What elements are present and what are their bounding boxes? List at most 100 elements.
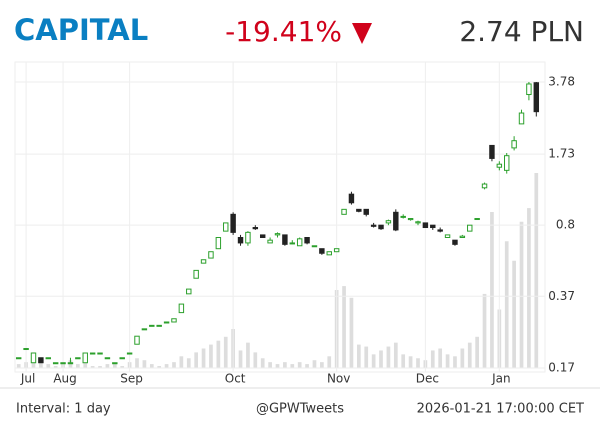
candle-body [489,144,495,159]
candle-body [511,140,517,149]
volume-bar [76,364,80,368]
volume-bar [246,342,250,368]
candle-body [333,248,340,253]
candle-body [415,221,421,224]
x-tick-label: Dec [416,372,439,386]
candle-body [171,318,177,323]
candle-body [149,324,155,327]
volume-bar [519,221,524,368]
volume-bar [408,356,413,368]
volume-bar [379,350,383,368]
volume-bar [364,346,369,368]
x-tick-label: Jan [491,372,511,386]
candle-body [474,218,480,221]
candle-body [296,238,303,247]
volume-bar [445,354,450,368]
volume-bar [112,364,117,368]
candle-body [311,245,318,248]
volume-bar [98,366,102,368]
candle-body [274,233,281,236]
candle-body [430,224,436,229]
candle-body [533,82,540,113]
candle-body [45,357,51,360]
volume-bar [453,356,457,368]
candle-body [134,335,140,345]
candle-body [289,242,296,245]
candle-body [326,251,332,256]
volume-bar [53,366,58,368]
timestamp: 2026-01-21 17:00:00 CET [417,402,584,417]
volume-bar [135,358,139,368]
volume-bar [490,212,494,368]
candle-body [282,234,288,245]
volume-bar [527,208,531,368]
candle-body [82,352,88,364]
volume-bar [386,346,391,368]
volume-bar [105,364,110,368]
volume-bar [356,344,361,368]
volume-bar [349,297,354,368]
y-tick-label: 0.17 [548,361,575,375]
volume-bar [157,366,162,368]
candle-body [52,362,59,365]
volume-bar [90,366,95,368]
interval: Interval: 1 day [16,402,111,417]
y-tick-label: 3.78 [548,75,575,89]
volume-bar [120,366,125,368]
plot: 0.17 0.37 0.8 1.73 3.78 Jul Aug Sep Oct Nov Dec Jan [15,62,575,386]
candle-body [186,288,192,295]
candle-body [208,251,214,259]
candle-body [23,348,29,351]
candle-body [126,352,133,355]
candle-body [178,303,185,314]
candle-body [112,362,118,365]
volume-bar [275,364,280,368]
candle-body [393,211,399,231]
candle-body [75,357,81,360]
volume-bar [216,340,221,368]
volume-bar [179,356,184,368]
candle-body [267,239,273,244]
volume-bar [312,360,317,368]
volume-bar [430,350,435,368]
y-tick-label: 1.73 [548,147,575,161]
candle-body [193,269,199,279]
candle-body [385,220,392,224]
volume-bar [512,260,516,368]
candle-body [400,215,406,218]
candle-body [319,248,325,254]
volume-bar [342,286,346,368]
x-tick-label: Aug [53,372,76,386]
volume-bar [460,348,465,368]
x-tick-label: Jul [20,372,35,386]
candle-body [378,224,384,230]
down-arrow [352,23,372,44]
candle-body [370,224,377,227]
volume-bar [327,356,332,368]
volume-bar [283,362,287,368]
candle-body [156,324,162,327]
volume-bar [83,362,88,368]
candle-body [518,112,525,125]
candle-body [252,227,259,230]
candle-body [215,236,222,250]
price: 2.74 PLN [459,15,584,48]
volume-bar [201,348,206,368]
candle-body [15,357,22,360]
candle-body [452,239,458,245]
volume-bar [297,362,302,368]
candle-body [259,234,266,238]
volume-bar [482,293,487,368]
candle-body [104,357,111,360]
candle-body [245,231,251,244]
volume-bar [194,352,199,368]
candle-body [200,259,207,264]
candle-body [97,352,103,355]
volume-bar [142,360,147,368]
x-tick-label: Oct [225,372,246,386]
candle-body [119,357,125,360]
volume-bar [46,364,51,368]
candle-body [356,208,362,212]
candle-body [89,352,96,355]
